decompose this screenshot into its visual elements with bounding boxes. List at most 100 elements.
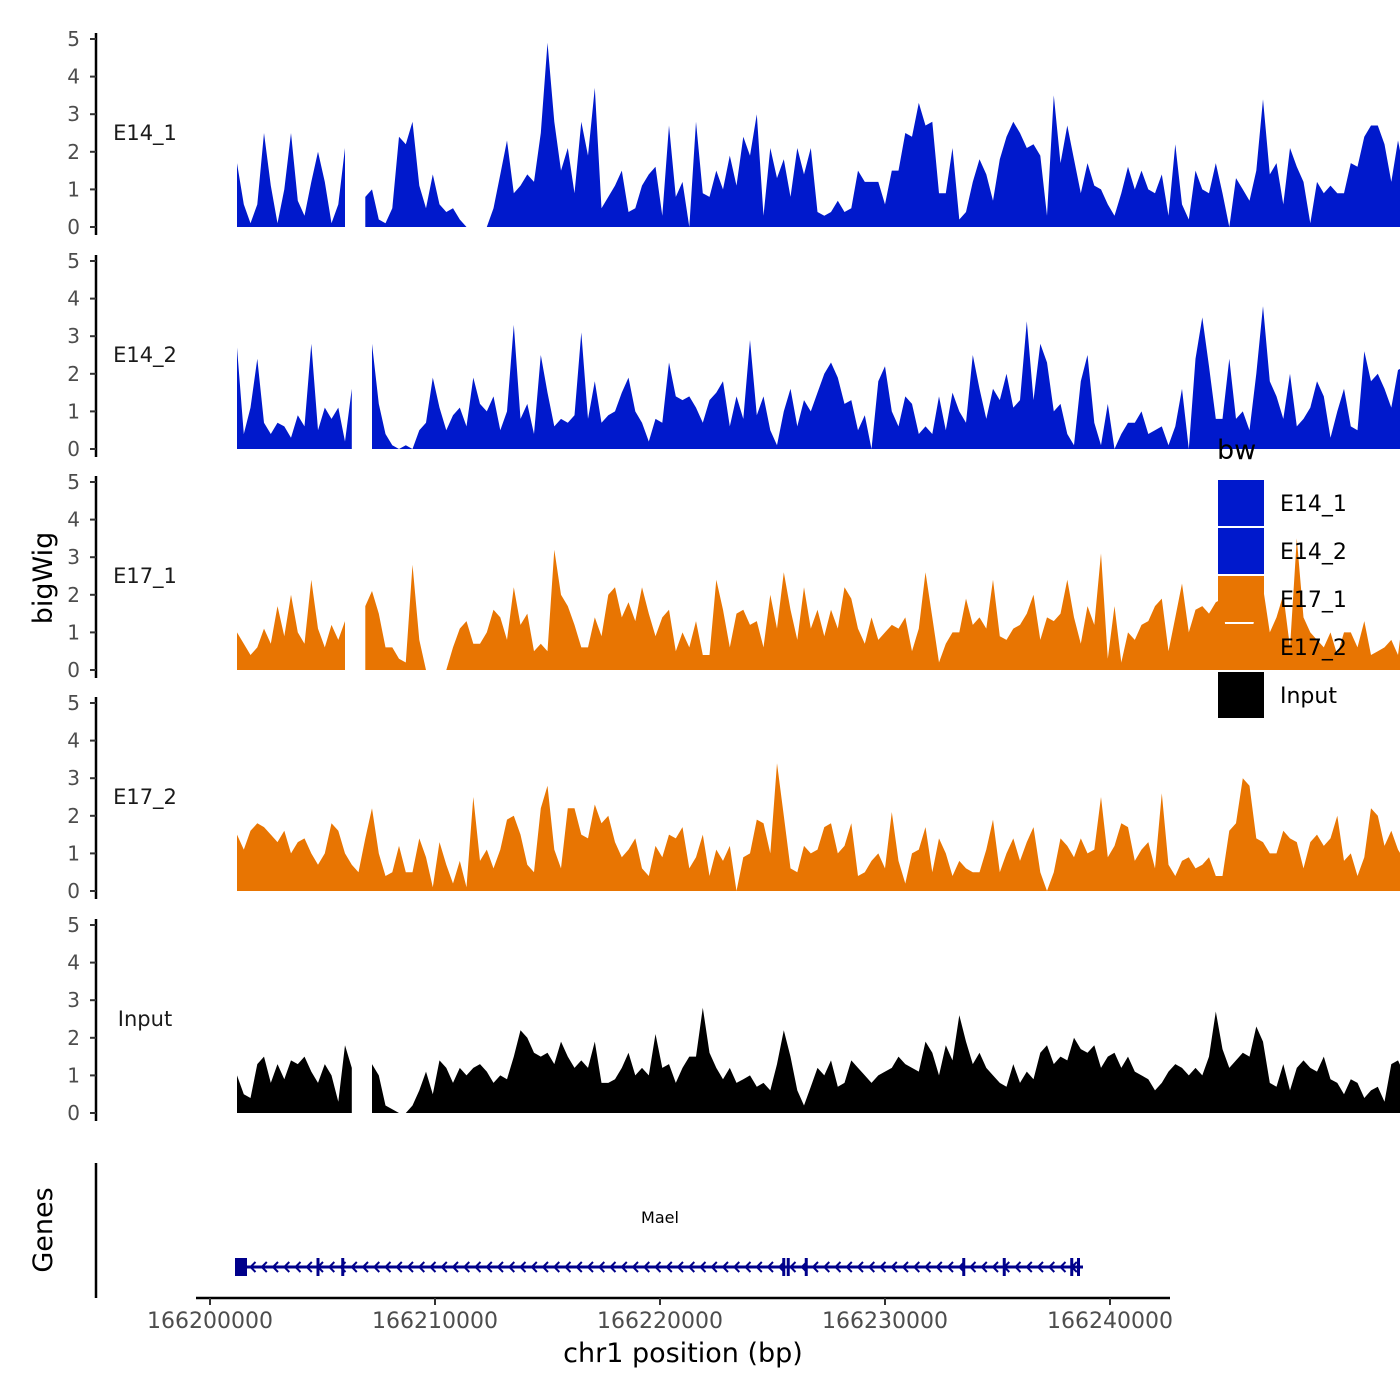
strand-arrow: [935, 1261, 943, 1273]
bigwig-tracks: 0 1 2 3 4 5 E14_1 0 1 2 3 4 5 E14_2 0 1 2 3 4 5 E17_1 0 1 2 3 4 5 E…: [67, 27, 1400, 1125]
y-tick-label: 0: [67, 215, 80, 239]
strand-arrow: [856, 1261, 864, 1273]
track-area-E14_2: [237, 343, 352, 449]
y-tick-label: 3: [67, 988, 80, 1012]
x-tick-label: 166220000: [597, 1309, 723, 1334]
strand-arrow: [901, 1261, 909, 1273]
strand-arrow: [766, 1261, 774, 1273]
strand-arrow: [350, 1261, 358, 1273]
strand-arrow: [879, 1261, 887, 1273]
y-tick-label: 2: [67, 583, 80, 607]
y-tick-label: 4: [67, 729, 80, 753]
y-tick-label: 3: [67, 324, 80, 348]
legend-label: E14_1: [1280, 492, 1347, 517]
y-tick-label: 2: [67, 362, 80, 386]
strand-arrow: [665, 1261, 673, 1273]
legend-label: Input: [1280, 684, 1337, 709]
y-tick-label: 0: [67, 1101, 80, 1125]
y-tick-label: 5: [67, 691, 80, 715]
legend-swatch-E17_1: [1218, 576, 1264, 622]
strand-arrow: [980, 1261, 988, 1273]
strand-arrow: [991, 1261, 999, 1273]
strand-arrow: [924, 1261, 932, 1273]
x-axis-title: chr1 position (bp): [563, 1338, 803, 1369]
strand-arrow: [530, 1261, 538, 1273]
strand-arrow: [440, 1261, 448, 1273]
strand-arrow: [597, 1261, 606, 1273]
strand-arrow: [282, 1261, 291, 1273]
y-tick-label: 1: [67, 399, 80, 423]
strand-arrow: [406, 1261, 414, 1273]
strand-arrow: [327, 1261, 336, 1273]
strand-arrow: [969, 1261, 977, 1273]
gene-model: [235, 1258, 1083, 1276]
track-label: E17_1: [113, 564, 177, 589]
strand-arrow: [1059, 1261, 1067, 1273]
y-tick-label: 2: [67, 804, 80, 828]
gene-panel-title: Genes: [28, 1187, 59, 1272]
strand-arrow: [564, 1261, 572, 1273]
y-tick-label: 3: [67, 766, 80, 790]
legend-swatch-Input: [1218, 672, 1264, 718]
exon-block: [782, 1258, 786, 1276]
strand-arrow: [642, 1261, 651, 1273]
strand-arrow: [249, 1261, 257, 1273]
strand-arrow: [496, 1261, 504, 1273]
track-Input: 0 1 2 3 4 5 Input: [67, 913, 1400, 1125]
track-label: Input: [118, 1007, 172, 1031]
track-area-E14_1: [365, 42, 1400, 227]
y-tick-label: 2: [67, 140, 80, 164]
y-tick-label: 1: [67, 841, 80, 865]
gene-panel: Genes Mael: [28, 1163, 1083, 1298]
strand-arrow: [676, 1261, 684, 1273]
track-area-E17_1: [365, 538, 1400, 670]
track-E14_2: 0 1 2 3 4 5 E14_2: [67, 249, 1400, 461]
strand-arrow: [1014, 1261, 1022, 1273]
legend: bw E14_1 E14_2 E17_1 E17_2 Input: [1217, 435, 1347, 718]
legend-label: E14_2: [1280, 540, 1347, 565]
y-tick-label: 3: [67, 102, 80, 126]
strand-arrow: [1036, 1261, 1044, 1273]
x-tick-label: 166210000: [372, 1309, 498, 1334]
strand-arrow: [429, 1261, 437, 1273]
y-tick-label: 4: [67, 951, 80, 975]
track-E17_2: 0 1 2 3 4 5 E17_2: [67, 691, 1400, 903]
strand-arrow: [721, 1261, 729, 1273]
strand-arrow: [912, 1261, 921, 1273]
y-tick-label: 4: [67, 65, 80, 89]
x-tick-label: 166200000: [147, 1309, 273, 1334]
strand-arrow: [710, 1261, 718, 1273]
x-axis: 166200000 166210000 166220000 166230000 1662…: [147, 1296, 1173, 1369]
strand-arrow: [485, 1261, 493, 1273]
track-label: E14_1: [113, 121, 177, 146]
strand-arrow: [586, 1261, 594, 1273]
strand-arrow: [507, 1261, 516, 1273]
strand-arrow: [1047, 1261, 1056, 1273]
strand-arrow: [294, 1261, 302, 1273]
track-area-E17_1: [237, 579, 345, 670]
legend-label: E17_2: [1280, 636, 1347, 661]
strand-arrow: [260, 1261, 268, 1273]
strand-arrow: [395, 1261, 403, 1273]
strand-arrow: [372, 1261, 381, 1273]
y-tick-label: 3: [67, 545, 80, 569]
exon-block: [1002, 1258, 1006, 1276]
y-tick-label: 5: [67, 249, 80, 273]
strand-arrow: [305, 1261, 313, 1273]
exon-block: [1070, 1258, 1074, 1276]
legend-items: E14_1 E14_2 E17_1 E17_2 Input: [1218, 480, 1347, 718]
x-tick-label: 166230000: [822, 1309, 948, 1334]
strand-arrow: [834, 1261, 842, 1273]
track-area-E17_2: [237, 763, 1400, 891]
track-area-Input: [237, 1045, 352, 1113]
exon-block: [1077, 1258, 1080, 1276]
strand-arrow: [699, 1261, 707, 1273]
strand-arrow: [744, 1261, 752, 1273]
legend-label: E17_1: [1280, 588, 1347, 613]
strand-arrow: [654, 1261, 662, 1273]
strand-arrow: [541, 1261, 549, 1273]
strand-arrow: [890, 1261, 898, 1273]
y-axis-title: bigWig: [28, 532, 59, 625]
track-label: E14_2: [113, 343, 177, 368]
